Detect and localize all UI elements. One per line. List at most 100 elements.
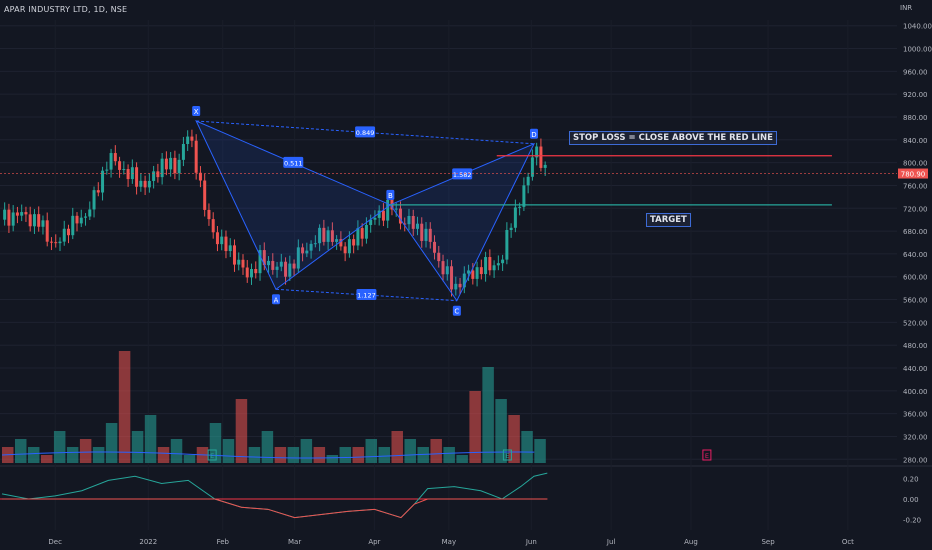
candle-body bbox=[143, 180, 147, 188]
price-tick-label: 880.00 bbox=[903, 114, 928, 122]
volume-bar bbox=[222, 439, 235, 463]
ratio-badge bbox=[356, 288, 377, 300]
candle-body bbox=[62, 228, 66, 242]
volume-bar bbox=[248, 447, 261, 463]
volume-bar bbox=[274, 447, 287, 463]
event-label: E bbox=[505, 452, 509, 460]
candle-body bbox=[356, 228, 360, 246]
price-tick-label: 640.00 bbox=[903, 251, 928, 259]
candle-body bbox=[539, 146, 543, 168]
price-tick-label: 280.00 bbox=[903, 456, 928, 464]
candle-body bbox=[509, 227, 513, 231]
candle-body bbox=[496, 263, 500, 266]
volume-bar bbox=[40, 455, 53, 463]
candle-body bbox=[32, 214, 36, 227]
event-marker bbox=[702, 449, 712, 461]
candle-body bbox=[518, 206, 522, 208]
volume-bar bbox=[365, 439, 378, 463]
candle-body bbox=[147, 180, 151, 188]
volume-bar bbox=[170, 439, 183, 463]
candle-body bbox=[424, 228, 428, 241]
candle-body bbox=[373, 217, 377, 220]
candle-body bbox=[407, 215, 411, 225]
pattern-xd-line bbox=[196, 120, 535, 145]
candle-body bbox=[454, 283, 458, 290]
candle-body bbox=[318, 227, 322, 244]
candle-body bbox=[177, 159, 181, 174]
candle-body bbox=[28, 214, 32, 227]
price-tick-label: 800.00 bbox=[903, 160, 928, 168]
time-tick-label: Jun bbox=[525, 538, 537, 546]
stop-loss-annotation[interactable]: STOP LOSS = CLOSE ABOVE THE RED LINE bbox=[569, 131, 777, 145]
candle-body bbox=[24, 212, 28, 215]
price-tick-label: 600.00 bbox=[903, 274, 928, 282]
price-tick-label: 920.00 bbox=[903, 91, 928, 99]
volume-bar bbox=[443, 447, 455, 463]
candle-body bbox=[262, 250, 266, 266]
candle-body bbox=[296, 247, 300, 269]
candle-body bbox=[339, 239, 343, 247]
volume-bar bbox=[209, 423, 222, 463]
volume-bar bbox=[66, 447, 79, 463]
candle-body bbox=[173, 157, 177, 174]
target-annotation[interactable]: TARGET bbox=[646, 213, 691, 227]
candle-body bbox=[288, 263, 292, 277]
volume-bar bbox=[300, 439, 313, 463]
candle-body bbox=[232, 245, 236, 265]
ratio-badge bbox=[283, 156, 304, 168]
volume-bar bbox=[79, 439, 92, 463]
candle-body bbox=[7, 209, 11, 226]
candle-body bbox=[194, 140, 198, 173]
candle-body bbox=[190, 136, 194, 141]
price-tick-label: 1000.00 bbox=[903, 46, 932, 54]
candle-body bbox=[254, 268, 258, 274]
event-marker bbox=[207, 449, 217, 461]
candle-body bbox=[122, 169, 126, 171]
candle-body bbox=[377, 210, 381, 218]
pattern-point-badge bbox=[530, 128, 538, 139]
volume-bar bbox=[235, 399, 248, 463]
candle-body bbox=[279, 261, 283, 267]
candle-body bbox=[203, 180, 207, 210]
ratio-label: 1.127 bbox=[357, 291, 376, 299]
candle-body bbox=[245, 267, 249, 278]
event-label: E bbox=[705, 452, 709, 460]
volume-bar bbox=[508, 415, 520, 463]
candle-body bbox=[3, 209, 7, 220]
candle-body bbox=[364, 225, 368, 239]
candle-body bbox=[92, 190, 96, 210]
volume-bar bbox=[287, 447, 300, 463]
candle-body bbox=[186, 136, 190, 145]
volume-bar bbox=[53, 431, 66, 463]
candle-body bbox=[135, 167, 139, 187]
volume-bar bbox=[482, 367, 494, 463]
candle-body bbox=[130, 167, 134, 180]
candle-body bbox=[118, 161, 122, 170]
candle-body bbox=[471, 270, 475, 279]
candle-body bbox=[526, 176, 530, 186]
candle-body bbox=[160, 158, 164, 178]
candle-body bbox=[394, 208, 398, 210]
candle-body bbox=[105, 169, 109, 171]
candle-body bbox=[169, 157, 173, 170]
candle-body bbox=[152, 171, 156, 181]
candle-body bbox=[84, 216, 88, 218]
volume-bar bbox=[313, 447, 326, 463]
candle-body bbox=[522, 185, 526, 207]
volume-bar bbox=[157, 447, 170, 463]
pattern-point-label: A bbox=[274, 296, 279, 304]
ratio-label: 1.582 bbox=[453, 171, 472, 179]
candle-body bbox=[258, 250, 262, 274]
candle-body bbox=[41, 220, 45, 227]
volume-bar bbox=[183, 455, 196, 463]
ratio-label: 0.849 bbox=[356, 129, 375, 137]
candle-body bbox=[330, 230, 334, 242]
volume-ma-line bbox=[1, 451, 535, 459]
candle-body bbox=[352, 239, 356, 246]
candle-body bbox=[267, 260, 271, 266]
candle-body bbox=[335, 239, 339, 242]
pattern-point-label: D bbox=[531, 131, 536, 139]
candle-body bbox=[11, 212, 15, 226]
volume-bar bbox=[456, 455, 468, 463]
